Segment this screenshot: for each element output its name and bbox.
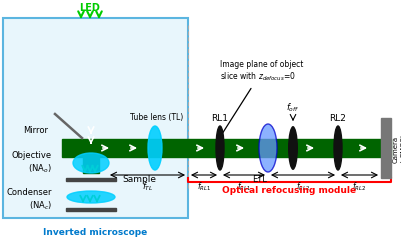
Ellipse shape	[259, 124, 277, 172]
Text: Tube lens (TL): Tube lens (TL)	[130, 113, 184, 122]
Text: ETL: ETL	[253, 175, 267, 184]
Ellipse shape	[73, 153, 109, 173]
Text: $f_{RL2}$: $f_{RL2}$	[296, 180, 310, 193]
Ellipse shape	[67, 191, 115, 203]
Text: $f_{RL2}$: $f_{RL2}$	[352, 180, 367, 193]
Text: Inverted microscope: Inverted microscope	[43, 228, 148, 237]
FancyBboxPatch shape	[3, 18, 188, 218]
Text: Sample: Sample	[122, 174, 156, 184]
Bar	[83, 148, 99, 173]
Text: Camera
(sCMOS): Camera (sCMOS)	[393, 133, 401, 163]
Bar	[66, 208, 116, 211]
Ellipse shape	[288, 126, 298, 170]
Text: $f_{TL}$: $f_{TL}$	[142, 180, 153, 193]
Ellipse shape	[216, 126, 224, 170]
Text: $f_{RL1}$: $f_{RL1}$	[197, 180, 211, 193]
Ellipse shape	[148, 126, 162, 170]
Text: RL1: RL1	[211, 114, 229, 123]
Bar	[381, 118, 391, 178]
Text: RL2: RL2	[330, 114, 346, 123]
Text: Optical refocusing module: Optical refocusing module	[223, 186, 356, 195]
Text: $f_{off}$: $f_{off}$	[286, 101, 300, 114]
Ellipse shape	[334, 126, 342, 170]
Text: Mirror: Mirror	[23, 125, 48, 135]
Bar	[62, 139, 391, 157]
Text: LED: LED	[79, 3, 100, 13]
Bar	[66, 178, 116, 181]
Text: $f_{RL1}$: $f_{RL1}$	[237, 180, 251, 193]
Text: Condenser
(NA$_c$): Condenser (NA$_c$)	[6, 188, 52, 212]
Text: Image plane of object
slice with $z_{defocus}$=0: Image plane of object slice with $z_{def…	[217, 60, 304, 141]
Text: Objective
(NA$_o$): Objective (NA$_o$)	[12, 151, 52, 175]
